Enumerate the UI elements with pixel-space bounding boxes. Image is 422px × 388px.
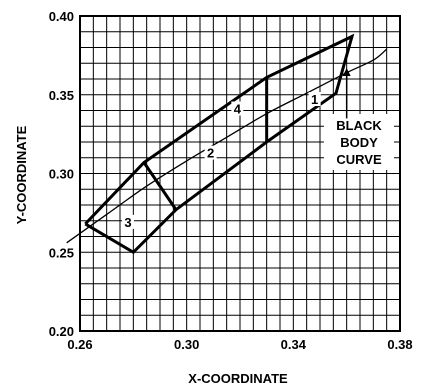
annotation-text-line: BODY [340, 135, 378, 150]
black-body-curve-line [66, 48, 388, 244]
y-tick-label: 0.30 [49, 167, 74, 182]
region-label: 4 [234, 102, 242, 117]
annotation-text-line: BLACK [336, 118, 382, 133]
region-divider [142, 161, 178, 211]
region-outline [84, 33, 355, 255]
y-axis-label: Y-COORDINATE [14, 125, 29, 224]
annotation-text-line: CURVE [336, 152, 382, 167]
y-tick-labels: 0.20 0.25 0.30 0.35 0.40 [49, 9, 74, 339]
grid [80, 16, 400, 331]
x-tick-labels: 0.26 0.30 0.34 0.38 [67, 337, 412, 352]
y-tick-label: 0.20 [49, 324, 74, 339]
region-dividers [142, 77, 269, 211]
region-label-background [308, 92, 321, 107]
x-tick-label: 0.30 [174, 337, 199, 352]
y-tick-label: 0.25 [49, 245, 74, 260]
region-labels: 1 2 3 4 [122, 92, 321, 230]
x-tick-label: 0.34 [281, 337, 307, 352]
black-body-curve-annotation: BLACK BODY CURVE [324, 67, 394, 170]
region-label: 3 [124, 215, 131, 230]
y-tick-label: 0.40 [49, 9, 74, 24]
region-label: 1 [311, 92, 318, 107]
region-label-background [122, 214, 134, 229]
region-label: 2 [207, 146, 214, 161]
x-axis-label: X-COORDINATE [188, 371, 288, 386]
region-boundary [84, 33, 355, 255]
region-label-background [231, 101, 244, 116]
region-label-background [204, 145, 217, 160]
plot-border [79, 15, 401, 332]
x-tick-label: 0.26 [67, 337, 92, 352]
annotation-arrow-head [342, 67, 351, 76]
annotation-background [324, 114, 394, 170]
y-tick-label: 0.35 [49, 88, 74, 103]
plot-frame [79, 15, 401, 332]
x-tick-label: 0.38 [387, 337, 412, 352]
black-body-curve [66, 48, 388, 244]
